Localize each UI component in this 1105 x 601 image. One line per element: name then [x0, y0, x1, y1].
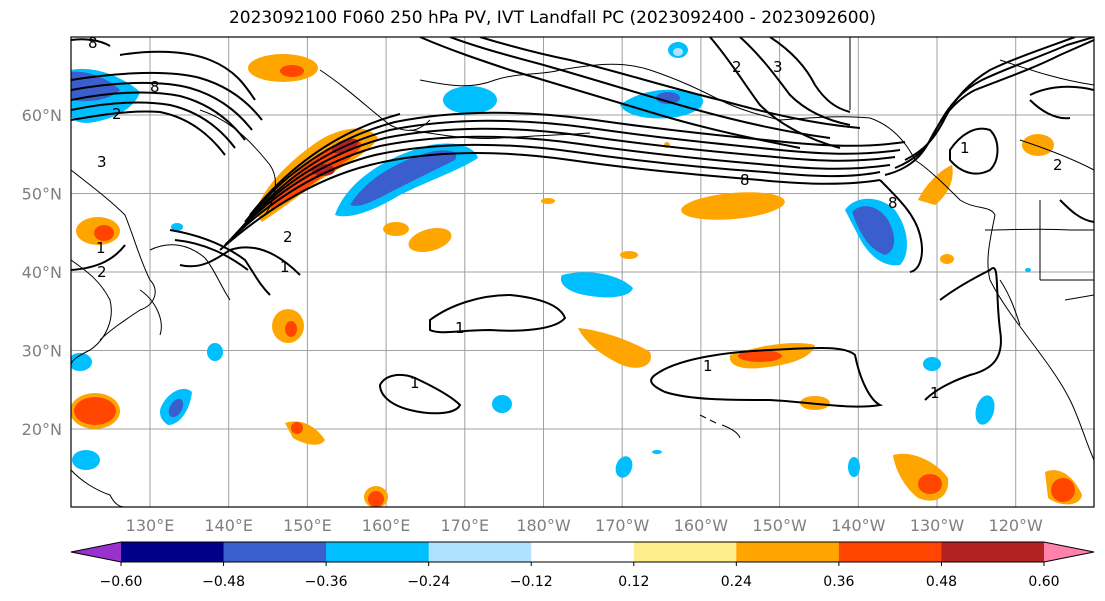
colorbar-tick-label: 0.24 — [721, 574, 752, 590]
colorbar-segment — [633, 542, 737, 562]
gridlines — [71, 37, 1094, 507]
longitude-tick-label: 120°W — [989, 516, 1044, 535]
latitude-tick-label: 40°N — [22, 263, 62, 282]
latitude-tick-label: 60°N — [22, 106, 62, 125]
colorbar: −0.60 −0.48 −0.36 −0.24 −0.12 0.12 0.24 0.36 0.4… — [70, 541, 1095, 590]
contour-label: 1 — [455, 319, 465, 337]
contour-label: 3 — [97, 153, 107, 171]
colorbar-segment — [223, 542, 327, 562]
contour-labels: 8 8 2 3 1 2 2 1 1 1 1 1 2 3 8 8 1 2 — [88, 34, 1063, 402]
contour-label: 1 — [930, 384, 940, 402]
colorbar-segment — [121, 542, 225, 562]
contour-label: 2 — [112, 105, 122, 123]
longitude-tick-label: 140°W — [831, 516, 886, 535]
contour-label: 8 — [150, 78, 160, 96]
longitude-tick-label: 140°E — [204, 516, 253, 535]
pv-contours — [71, 37, 1094, 415]
colorbar-tick-label: 0.48 — [926, 574, 957, 590]
colorbar-extend-high — [1044, 542, 1094, 562]
longitude-tick-label: 170°W — [595, 516, 650, 535]
latitude-labels: 60°N 50°N 40°N 30°N 20°N — [22, 106, 62, 439]
longitude-tick-label: 150°W — [752, 516, 807, 535]
colorbar-tick-label: 0.36 — [823, 574, 854, 590]
colorbar-segment — [941, 542, 1045, 562]
colorbar-segment — [531, 542, 635, 562]
colorbar-tick-label: −0.60 — [100, 574, 143, 590]
contour-label: 1 — [960, 139, 970, 157]
colorbar-tick-label: −0.36 — [305, 574, 348, 590]
longitude-tick-label: 130°W — [910, 516, 965, 535]
colorbar-tick-label: 0.12 — [618, 574, 649, 590]
colorbar-tick-label: 0.60 — [1028, 574, 1059, 590]
longitude-tick-label: 160°E — [362, 516, 411, 535]
colorbar-segment — [326, 542, 430, 562]
contour-label: 2 — [283, 228, 293, 246]
figure-title: 2023092100 F060 250 hPa PV, IVT Landfall… — [228, 8, 876, 28]
contour-label: 2 — [97, 263, 107, 281]
longitude-tick-label: 170°E — [440, 516, 489, 535]
contour-label: 1 — [703, 357, 713, 375]
contour-label: 8 — [88, 34, 98, 52]
latitude-tick-label: 20°N — [22, 420, 62, 439]
contour-label: 2 — [732, 58, 742, 76]
colorbar-tick-label: −0.12 — [510, 574, 553, 590]
contour-label: 1 — [280, 258, 290, 276]
contour-label: 8 — [888, 194, 898, 212]
colorbar-segment — [428, 542, 532, 562]
longitude-tick-label: 160°W — [674, 516, 729, 535]
contour-label: 1 — [96, 239, 106, 257]
longitude-labels: 130°E 140°E 150°E 160°E 170°E 180°W 170°W 160°W… — [126, 516, 1043, 535]
colorbar-segment — [838, 542, 942, 562]
longitude-tick-label: 150°E — [283, 516, 332, 535]
coastlines — [71, 37, 1094, 507]
latitude-tick-label: 50°N — [22, 185, 62, 204]
longitude-tick-label: 130°E — [126, 516, 175, 535]
colorbar-segment — [736, 542, 840, 562]
longitude-tick-label: 180°W — [516, 516, 571, 535]
latitude-tick-label: 30°N — [22, 342, 62, 361]
contour-label: 8 — [740, 171, 750, 189]
colorbar-tick-label: −0.24 — [407, 574, 450, 590]
map-frame — [70, 36, 1095, 508]
colorbar-extend-low — [71, 542, 121, 562]
contour-label: 2 — [1053, 156, 1063, 174]
contour-label: 3 — [773, 58, 783, 76]
contour-label: 1 — [410, 374, 420, 392]
positive-shading — [71, 54, 1082, 507]
colorbar-tick-label: −0.48 — [202, 574, 245, 590]
